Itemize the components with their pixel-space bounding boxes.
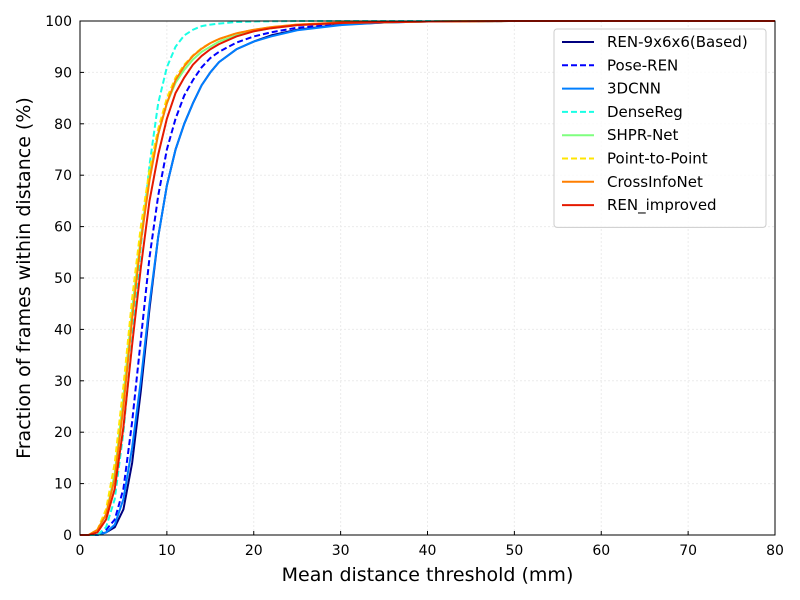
y-tick-label: 100 <box>45 14 72 30</box>
legend-label-point-to-point: Point-to-Point <box>607 150 708 168</box>
legend-label-3dcnn: 3DCNN <box>607 80 661 98</box>
y-tick-label: 90 <box>54 65 72 81</box>
y-tick-label: 0 <box>63 528 72 544</box>
series-lines <box>80 20 775 536</box>
legend-box <box>553 28 767 228</box>
y-tick-label: 20 <box>54 425 72 441</box>
x-tick-label: 10 <box>158 543 176 559</box>
x-tick-label: 40 <box>419 543 437 559</box>
y-tick-label: 50 <box>54 271 72 287</box>
y-tick-label: 30 <box>54 374 72 390</box>
y-tick-label: 60 <box>54 220 72 236</box>
y-axis: 0 10 20 30 40 50 60 70 80 90 100 <box>45 14 84 544</box>
series-line-ren-improved <box>80 20 775 536</box>
legend: REN-9x6x6(Based) Pose-REN 3DCNN DenseReg SHP… <box>553 28 767 228</box>
y-tick-label: 80 <box>54 117 72 133</box>
x-axis-label: Mean distance threshold (mm) <box>282 564 574 586</box>
legend-label-shpr-net: SHPR-Net <box>607 126 679 144</box>
legend-label-densereg: DenseReg <box>607 103 683 121</box>
series-line-densereg <box>80 20 775 536</box>
x-axis: 0 10 20 30 40 50 60 70 80 <box>76 531 784 559</box>
y-axis-label: Fraction of frames within distance (%) <box>13 97 35 459</box>
x-tick-label: 70 <box>679 543 697 559</box>
legend-label-crossinfonet: CrossInfoNet <box>607 173 703 191</box>
x-tick-label: 60 <box>592 543 610 559</box>
series-line-pose-ren <box>80 20 775 536</box>
y-tick-label: 10 <box>54 477 72 493</box>
x-tick-label: 50 <box>505 543 523 559</box>
x-tick-label: 30 <box>332 543 350 559</box>
series-line-3dcnn <box>80 20 775 536</box>
x-tick-label: 80 <box>766 543 784 559</box>
y-tick-label: 40 <box>54 322 72 338</box>
legend-label-ren-9x6x6-based: REN-9x6x6(Based) <box>607 33 748 51</box>
legend-label-ren-improved: REN_improved <box>607 196 717 215</box>
legend-label-pose-ren: Pose-REN <box>607 56 678 74</box>
x-tick-label: 20 <box>245 543 263 559</box>
y-tick-label: 70 <box>54 168 72 184</box>
x-tick-label: 0 <box>76 543 85 559</box>
